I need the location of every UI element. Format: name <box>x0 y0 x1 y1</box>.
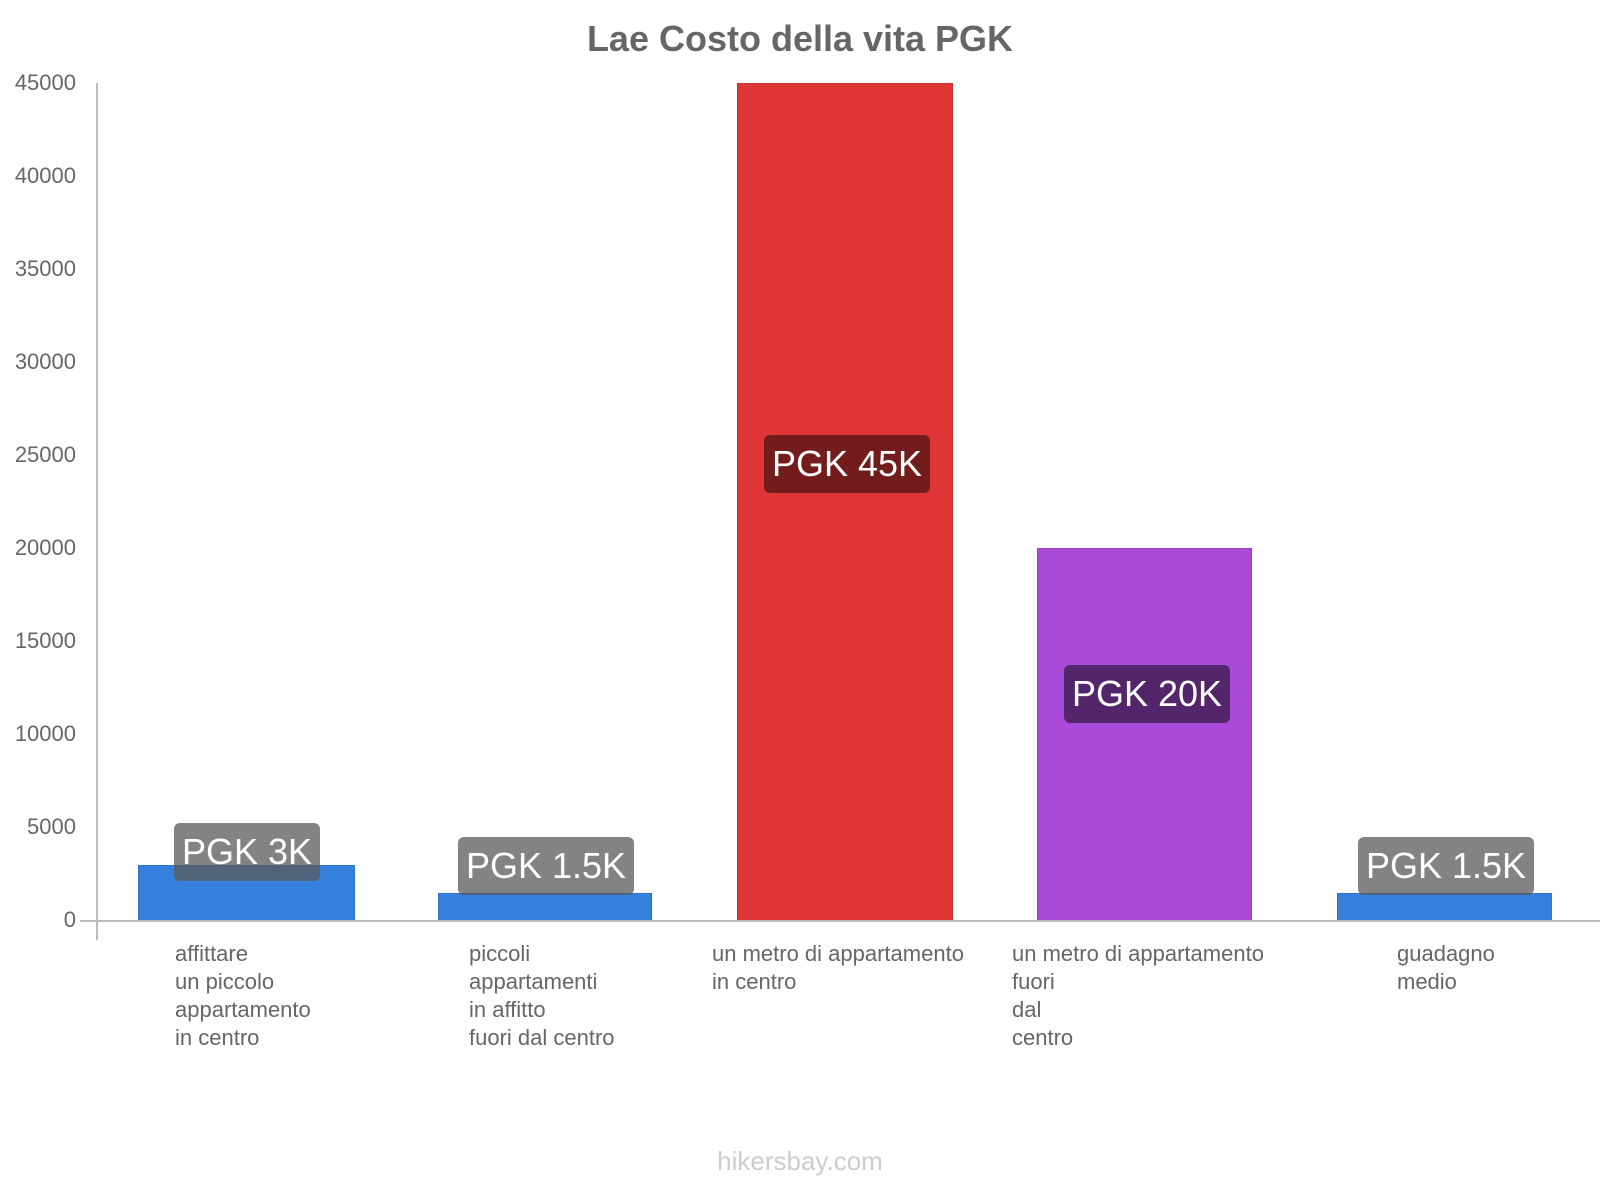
bar-sqm-apartment-center <box>737 83 953 921</box>
category-label: affittare un piccolo appartamento in cen… <box>175 941 311 1050</box>
value-label: PGK 20K <box>1064 665 1230 723</box>
y-tick-label: 25000 <box>14 442 76 467</box>
value-label: PGK 3K <box>174 823 320 881</box>
y-tick-label: 30000 <box>14 349 76 374</box>
category-label: un metro di appartamento in centro <box>712 941 964 994</box>
category-label: guadagno medio <box>1397 941 1495 994</box>
bar-small-apartments-outside-center <box>438 893 652 921</box>
y-tick-label: 40000 <box>14 163 76 188</box>
y-tick-mark <box>80 920 96 922</box>
category-label: un metro di appartamento fuori dal centr… <box>1012 941 1264 1050</box>
y-tick-label: 0 <box>63 907 76 932</box>
y-tick-label: 35000 <box>14 256 76 281</box>
value-label: PGK 45K <box>764 435 930 493</box>
y-axis-line <box>96 83 98 940</box>
category-label: piccoli appartamenti in affitto fuori da… <box>469 941 615 1050</box>
bar-sqm-apartment-outside-center <box>1037 548 1252 921</box>
watermark: hikersbay.com <box>717 1146 883 1176</box>
y-tick-label: 20000 <box>14 535 76 560</box>
value-label: PGK 1.5K <box>1358 837 1534 895</box>
bar-average-salary <box>1337 893 1552 921</box>
y-tick-label: 45000 <box>14 70 76 95</box>
y-tick-label: 15000 <box>14 628 76 653</box>
chart-title: Lae Costo della vita PGK <box>586 18 1014 59</box>
y-tick-label: 10000 <box>14 721 76 746</box>
value-label: PGK 1.5K <box>458 837 634 895</box>
x-axis-line <box>96 920 1600 922</box>
y-tick-label: 5000 <box>27 814 76 839</box>
